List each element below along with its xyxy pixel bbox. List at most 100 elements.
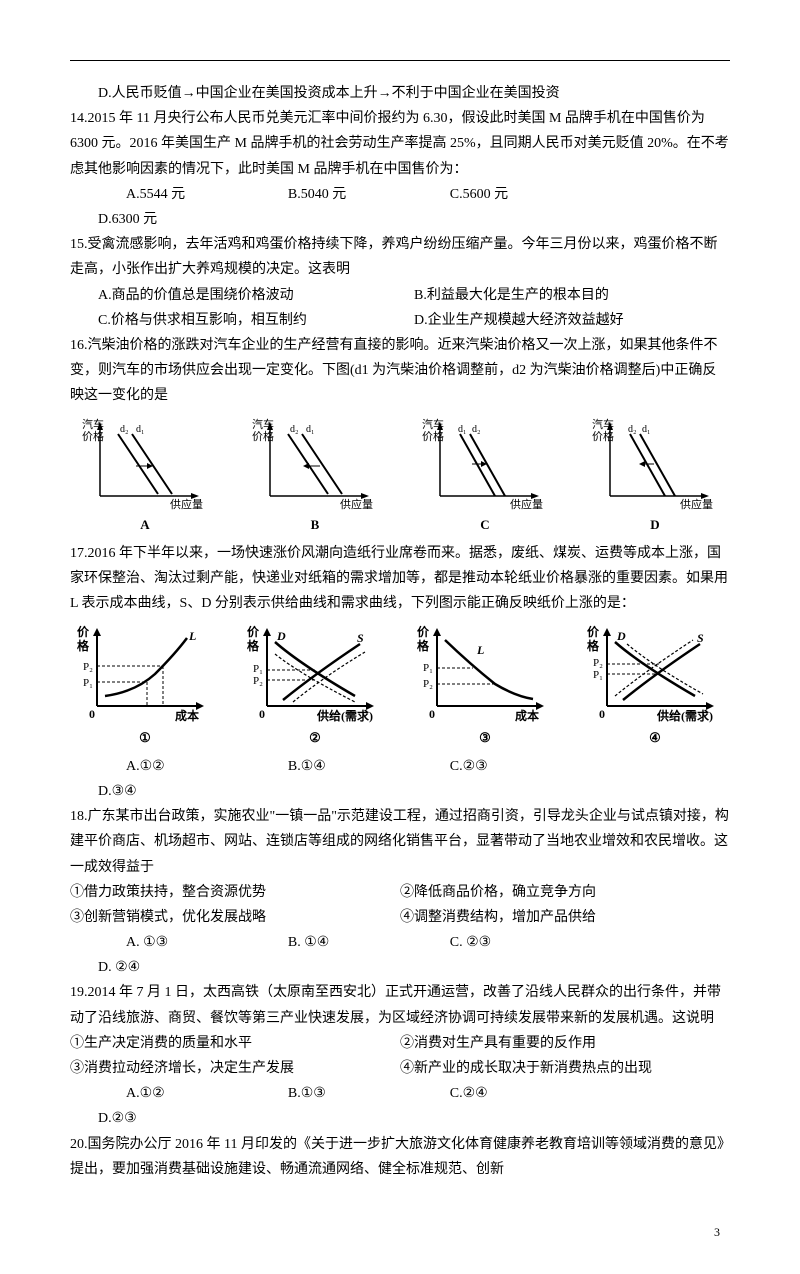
svg-text:P₂: P₂: [423, 678, 433, 690]
q17-chart-2: 价 格 D S P₁ P₂ 0 供给(需求) ②: [240, 624, 390, 749]
q17-chart-4: 价 格 D S P₂ P₁ 0 供给(需求) ④: [580, 624, 730, 749]
q17-opt-b: B.①④: [260, 754, 418, 779]
svg-text:供给(需求): 供给(需求): [316, 708, 373, 723]
q19-options: A.①② B.①③ C.②④ D.②③: [70, 1081, 730, 1131]
q14-opt-d: D.6300 元: [70, 207, 228, 232]
q13-option-d: D.人民币贬值→中国企业在美国投资成本上升→不利于中国企业在美国投资: [70, 81, 730, 106]
q16-chart-b-label: B: [240, 513, 390, 536]
q17-opt-a: A.①②: [98, 754, 256, 779]
xlabel: 供应量: [170, 497, 203, 511]
q16-chart-a: 汽车 价格 d₂d₁ 供应量 A: [70, 416, 220, 536]
q16-chart-b: 汽车 价格 d₁d₂ 供应量 B: [240, 416, 390, 536]
q17-chart-1: 价 格 L P₂ P₁ 0 成本 ①: [70, 624, 220, 749]
svg-text:P₁: P₁: [423, 662, 433, 674]
svg-text:供应量: 供应量: [680, 497, 713, 511]
svg-text:P₁: P₁: [593, 669, 603, 681]
q16-chart-row: 汽车 价格 d₂d₁ 供应量 A 汽车 价格 d₁d₂: [70, 416, 730, 536]
svg-text:格: 格: [247, 638, 260, 653]
svg-text:格: 格: [417, 638, 430, 653]
svg-text:成本: 成本: [515, 708, 539, 723]
q19-item-2: ②消费对生产具有重要的反作用: [400, 1031, 730, 1056]
svg-text:供应量: 供应量: [340, 497, 373, 511]
q16-chart-d-svg: 汽车 价格 d₁d₂ 供应量: [590, 416, 720, 511]
q19-opt-b: B.①③: [260, 1081, 418, 1106]
q16-chart-d: 汽车 价格 d₁d₂ 供应量 D: [580, 416, 730, 536]
top-horizontal-rule: [70, 60, 730, 61]
q18-item-1: ①借力政策扶持，整合资源优势: [70, 880, 400, 905]
svg-text:价: 价: [77, 625, 90, 639]
svg-text:P₂: P₂: [83, 661, 93, 673]
q17-chart-1-svg: 价 格 L P₂ P₁ 0 成本: [75, 624, 215, 724]
q18-opt-b: B. ①④: [260, 930, 418, 955]
q17-chart-4-label: ④: [580, 726, 730, 749]
svg-text:d₁: d₁: [136, 424, 145, 435]
q18-opt-a: A. ①③: [98, 930, 256, 955]
q16-chart-c-label: C: [410, 513, 560, 536]
q17-opt-c: C.②③: [422, 754, 580, 779]
q16-chart-c: 汽车 价格 d₁d₂ 供应量 C: [410, 416, 560, 536]
svg-text:价: 价: [247, 625, 260, 639]
q17-chart-1-label: ①: [70, 726, 220, 749]
q18-opt-d: D. ②④: [70, 955, 228, 980]
q18-item-2: ②降低商品价格，确立竞争方向: [400, 880, 730, 905]
svg-text:格: 格: [77, 638, 90, 653]
q15-opt-d: D.企业生产规模越大经济效益越好: [414, 308, 730, 333]
svg-text:P₂: P₂: [593, 657, 603, 669]
q14-stem: 14.2015 年 11 月央行公布人民币兑美元汇率中间价报约为 6.30，假设…: [70, 106, 730, 182]
q17-chart-3: 价 格 L P₁ P₂ 0 成本 ③: [410, 624, 560, 749]
q17-chart-4-svg: 价 格 D S P₂ P₁ 0 供给(需求): [585, 624, 725, 724]
q19-opt-d: D.②③: [70, 1106, 228, 1131]
q15-opt-c: C.价格与供求相互影响，相互制约: [98, 308, 414, 333]
q15-stem: 15.受禽流感影响，去年活鸡和鸡蛋价格持续下降，养鸡户纷纷压缩产量。今年三月份以…: [70, 232, 730, 282]
q17-options: A.①② B.①④ C.②③ D.③④: [70, 754, 730, 804]
svg-text:0: 0: [89, 707, 95, 721]
svg-text:L: L: [476, 643, 484, 657]
q17-chart-3-label: ③: [410, 726, 560, 749]
q19-stem: 19.2014 年 7 月 1 日，太西高铁（太原南至西安北）正式开通运营，改善…: [70, 980, 730, 1030]
q17-chart-row: 价 格 L P₂ P₁ 0 成本 ① 价 格 D: [70, 624, 730, 749]
q18-item-4: ④调整消费结构，增加产品供给: [400, 905, 730, 930]
q14-options: A.5544 元 B.5040 元 C.5600 元 D.6300 元: [70, 182, 730, 232]
q18-items: ①借力政策扶持，整合资源优势 ②降低商品价格，确立竞争方向 ③创新营销模式，优化…: [70, 880, 730, 930]
q14-opt-c: C.5600 元: [422, 182, 580, 207]
svg-text:P₂: P₂: [253, 675, 263, 687]
q18-stem: 18.广东某市出台政策，实施农业"一镇一品"示范建设工程，通过招商引资，引导龙头…: [70, 804, 730, 880]
svg-text:S: S: [697, 631, 704, 645]
svg-text:格: 格: [587, 638, 600, 653]
svg-text:d₂: d₂: [290, 424, 299, 435]
svg-text:S: S: [357, 631, 364, 645]
svg-text:D: D: [276, 629, 286, 643]
svg-text:d₁: d₁: [458, 424, 467, 435]
q19-opt-a: A.①②: [98, 1081, 256, 1106]
svg-text:供应量: 供应量: [510, 497, 543, 511]
q17-chart-3-svg: 价 格 L P₁ P₂ 0 成本: [415, 624, 555, 724]
q18-item-3: ③创新营销模式，优化发展战略: [70, 905, 400, 930]
q20-stem: 20.国务院办公厅 2016 年 11 月印发的《关于进一步扩大旅游文化体育健康…: [70, 1132, 730, 1182]
svg-text:d₂: d₂: [120, 424, 129, 435]
q15-opt-a: A.商品的价值总是围绕价格波动: [98, 283, 414, 308]
q19-item-3: ③消费拉动经济增长，决定生产发展: [70, 1056, 400, 1081]
q15-opt-b: B.利益最大化是生产的根本目的: [414, 283, 730, 308]
svg-text:d₂: d₂: [472, 424, 481, 435]
q19-opt-c: C.②④: [422, 1081, 580, 1106]
svg-text:0: 0: [259, 707, 265, 721]
svg-text:d₁: d₁: [306, 424, 315, 435]
q16-chart-b-svg: 汽车 价格 d₁d₂ 供应量: [250, 416, 380, 511]
q14-opt-b: B.5040 元: [260, 182, 418, 207]
q15-options: A.商品的价值总是围绕价格波动 B.利益最大化是生产的根本目的 C.价格与供求相…: [70, 283, 730, 333]
svg-text:P₁: P₁: [253, 663, 263, 675]
q18-options: A. ①③ B. ①④ C. ②③ D. ②④: [70, 930, 730, 980]
q19-item-1: ①生产决定消费的质量和水平: [70, 1031, 400, 1056]
q17-stem: 17.2016 年下半年以来，一场快速涨价风潮向造纸行业席卷而来。据悉，废纸、煤…: [70, 541, 730, 617]
q14-opt-a: A.5544 元: [98, 182, 256, 207]
q17-chart-2-svg: 价 格 D S P₁ P₂ 0 供给(需求): [245, 624, 385, 724]
svg-text:成本: 成本: [175, 708, 199, 723]
q16-chart-c-svg: 汽车 价格 d₁d₂ 供应量: [420, 416, 550, 511]
q17-chart-2-label: ②: [240, 726, 390, 749]
svg-text:0: 0: [599, 707, 605, 721]
svg-text:P₁: P₁: [83, 677, 93, 689]
svg-text:价: 价: [417, 625, 430, 639]
q17-opt-d: D.③④: [70, 779, 228, 804]
svg-text:D: D: [616, 629, 626, 643]
q16-chart-a-svg: 汽车 价格 d₂d₁ 供应量: [80, 416, 210, 511]
